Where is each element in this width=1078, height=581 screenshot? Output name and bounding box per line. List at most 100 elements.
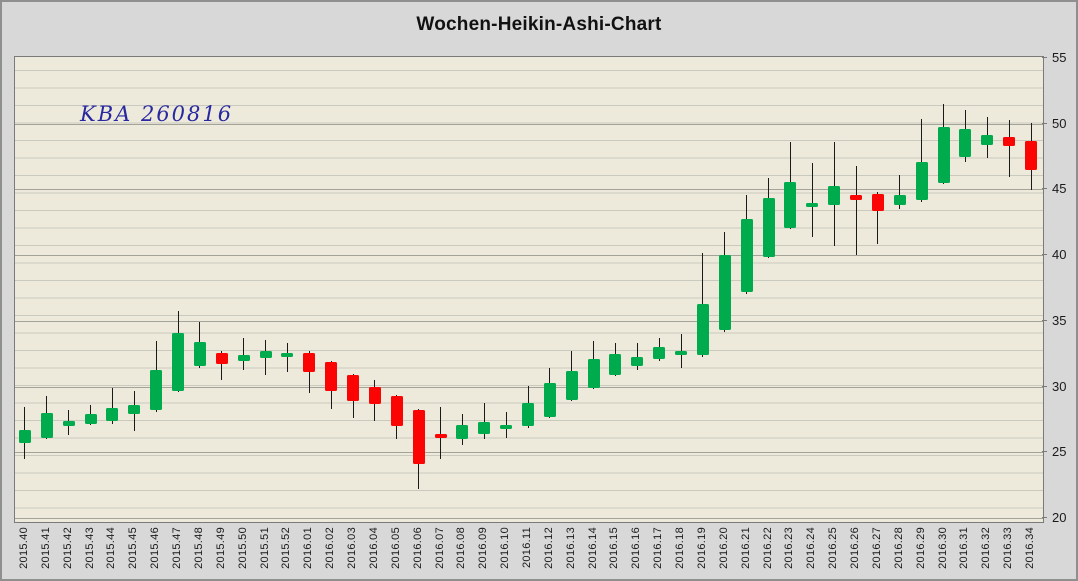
candle-body [696,304,709,356]
y-axis-tick [1042,451,1047,453]
candle-body [937,126,950,184]
candle-wick [921,118,923,202]
candle-body [172,332,185,391]
candle-body [675,351,688,356]
candle-body [718,255,731,331]
candle-body [478,422,491,435]
x-axis-label: 2016.33 [1002,527,1015,569]
x-axis-label: 2015.40 [17,527,30,569]
candle-body [522,402,534,427]
x-axis-label: 2016.34 [1024,527,1037,569]
x-axis-label: 2016.31 [958,527,971,569]
y-axis-label: 40 [1052,247,1067,263]
candle-wick [308,351,310,394]
x-axis-label: 2015.43 [83,527,96,569]
candle-body [631,356,644,366]
x-axis-label: 2016.20 [717,527,730,569]
x-axis-label: 2016.16 [630,527,643,569]
candle-body [303,352,316,373]
candle-body [325,361,338,391]
candle-body [412,410,425,465]
x-axis-label: 2016.06 [411,527,424,569]
x-axis-label: 2016.05 [389,527,402,569]
x-axis-label: 2016.28 [892,527,905,569]
x-axis-label: 2016.13 [564,527,577,569]
candle-wick [877,192,879,244]
x-axis-label: 2016.11 [521,527,533,569]
x-axis-label: 2015.51 [258,527,271,569]
x-axis-label: 2016.30 [936,527,949,569]
x-axis-label: 2015.50 [236,527,249,569]
x-axis-label: 2016.07 [433,527,446,569]
candle-wick [111,388,113,424]
gridline-major [15,255,1043,257]
candle-body [587,359,600,389]
x-axis-label: 2016.17 [652,527,665,569]
candle-wick [505,411,507,439]
candle-body [18,430,31,444]
candle-wick [243,338,245,370]
candle-body [850,194,863,201]
y-axis-label: 55 [1052,50,1067,65]
candle-wick [899,175,901,210]
candle-body [762,197,775,257]
y-axis-tick [1042,319,1047,321]
candle-wick [811,163,813,237]
x-axis-label: 2016.01 [302,527,315,569]
candle-body [806,202,819,207]
plot-area [14,56,1044,523]
x-axis-label: 2015.48 [192,527,205,569]
x-axis-label: 2015.44 [105,527,118,569]
candle-body [893,194,906,206]
candle-wick [1008,120,1010,177]
candle-body [390,396,403,427]
candle-body [500,424,513,429]
y-axis-tick [1042,122,1047,124]
gridline-major [15,123,1043,125]
candle-body [368,386,381,404]
x-axis-label: 2016.32 [980,527,993,569]
x-axis-label: 2016.18 [674,527,687,569]
candle-body [434,434,447,439]
candle-wick [855,166,857,256]
candle-wick [221,351,223,381]
x-axis-label: 2016.27 [870,527,883,569]
candle-body [784,181,797,228]
x-axis-label: 2016.10 [499,527,512,569]
gridline-major [15,320,1043,322]
candle-body [40,413,53,439]
gridline-major [15,517,1043,519]
candle-body [62,420,75,427]
x-axis-label: 2016.12 [542,527,555,569]
y-axis-label: 30 [1052,378,1067,394]
y-axis-tick [1042,57,1047,58]
x-axis-label: 2016.22 [761,527,774,569]
gridline-major [15,452,1043,454]
x-axis-label: 2016.03 [346,527,359,569]
candle-body [543,382,556,418]
candle-wick [483,402,485,440]
x-axis-label: 2016.19 [695,527,708,569]
candle-body [456,424,469,440]
y-axis-label: 45 [1052,181,1067,197]
x-axis-label: 2016.29 [914,527,927,569]
candle-body [128,405,141,415]
chart-title: Wochen-Heikin-Ashi-Chart [416,14,662,35]
gridline-major [15,386,1043,388]
ticker-annotation: KBA 260816 [80,102,234,126]
minor-gridlines [15,57,1043,522]
candle-body [1025,141,1038,170]
x-axis-label: 2016.23 [783,527,796,569]
x-axis-label: 2016.02 [324,527,337,569]
x-axis-label: 2016.26 [849,527,862,569]
x-axis-label: 2016.25 [827,527,840,569]
candle-body [828,185,841,206]
candle-body [150,369,163,411]
candle-body [740,218,753,293]
x-axis-label: 2015.47 [171,527,184,569]
y-axis-tick [1042,254,1047,256]
x-axis-label: 2016.04 [367,527,380,569]
x-axis-label: 2016.24 [805,527,818,569]
candle-body [915,162,928,201]
candle-wick [636,343,638,370]
